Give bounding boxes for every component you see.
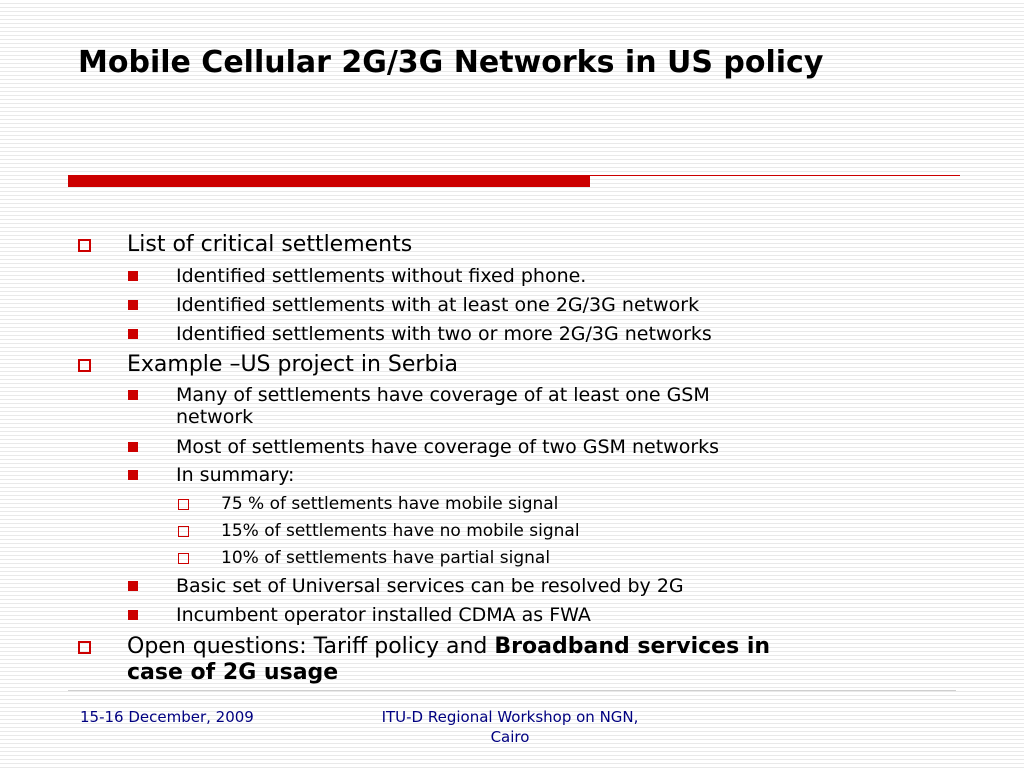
bullet-text: Identified settlements without fixed pho…: [176, 265, 587, 287]
hollow-square-bullet-icon: [78, 359, 91, 372]
bullet-text: 75 % of settlements have mobile signal: [221, 494, 559, 514]
bullet-text: Most of settlements have coverage of two…: [176, 436, 720, 458]
solid-square-bullet-icon: [128, 470, 138, 480]
solid-square-bullet-icon: [128, 329, 138, 339]
bullet-text: In summary:: [176, 464, 295, 486]
hollow-square-bullet-icon: [178, 553, 189, 564]
bullet-text: 10% of settlements have partial signal: [221, 548, 551, 568]
solid-square-bullet-icon: [128, 390, 138, 400]
bullet-text: Open questions: Tariff policy and Broadb…: [127, 634, 770, 660]
bullet-text: Identified settlements with at least one…: [176, 294, 700, 316]
title-divider-thick: [68, 175, 590, 187]
bullet-text: Incumbent operator installed CDMA as FWA: [176, 604, 591, 626]
solid-square-bullet-icon: [128, 610, 138, 620]
bullet-text-bold: case of 2G usage: [127, 660, 339, 685]
bullet-text: case of 2G usage: [127, 660, 338, 686]
bullet-text: Basic set of Universal services can be r…: [176, 575, 684, 597]
bullet-text: Example –US project in Serbia: [127, 352, 458, 377]
bullet-text: Many of settlements have coverage of at …: [176, 384, 710, 406]
footer-event-line1: ITU-D Regional Workshop on NGN,: [381, 708, 639, 726]
bullet-text: Identified settlements with two or more …: [176, 323, 712, 345]
slide-title: Mobile Cellular 2G/3G Networks in US pol…: [78, 45, 824, 80]
footer-event: ITU-D Regional Workshop on NGN, Cairo: [350, 707, 670, 747]
bullet-text: network: [176, 406, 254, 428]
hollow-square-bullet-icon: [78, 239, 91, 252]
bullet-text-plain: Open questions: Tariff policy and: [127, 634, 495, 659]
bullet-list: List of critical settlements Identified …: [78, 232, 770, 686]
hollow-square-bullet-icon: [178, 499, 189, 510]
bullet-text: 15% of settlements have no mobile signal: [221, 521, 580, 541]
footer-date: 15-16 December, 2009: [80, 708, 254, 726]
hollow-square-bullet-icon: [178, 526, 189, 537]
bullet-text: List of critical settlements: [127, 232, 413, 257]
hollow-square-bullet-icon: [78, 641, 91, 654]
solid-square-bullet-icon: [128, 300, 138, 310]
bullet-text-bold: Broadband services in: [494, 634, 771, 659]
footer-event-line2: Cairo: [490, 728, 530, 746]
solid-square-bullet-icon: [128, 271, 138, 281]
footer-divider: [68, 690, 956, 691]
solid-square-bullet-icon: [128, 442, 138, 452]
solid-square-bullet-icon: [128, 581, 138, 591]
